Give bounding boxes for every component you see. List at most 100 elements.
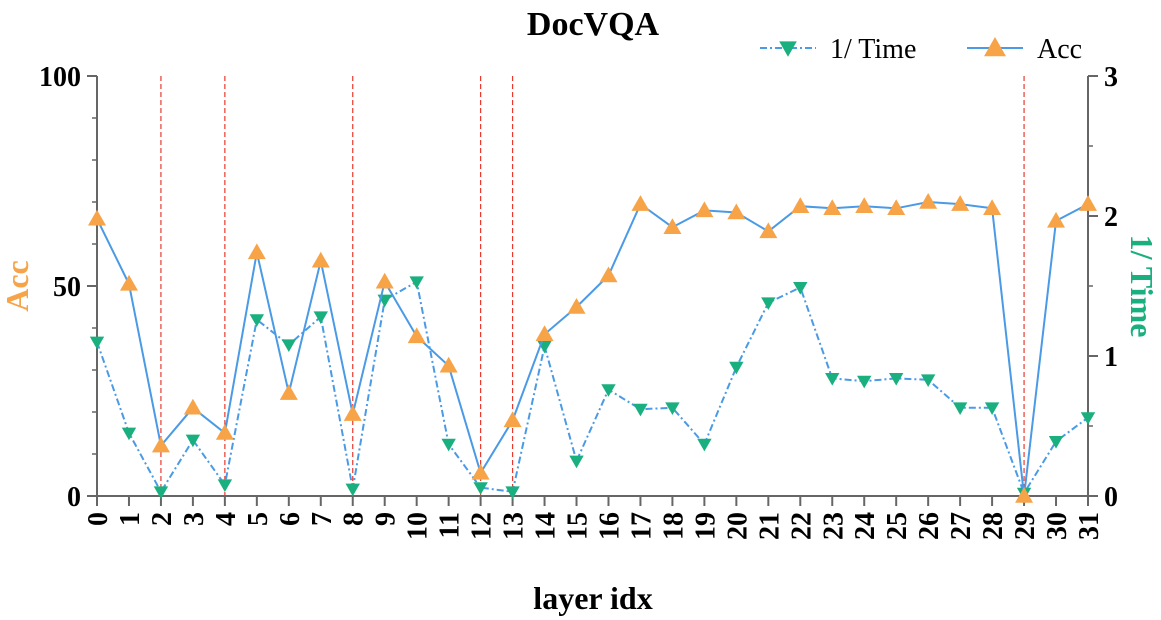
data-point-1-time-17 — [633, 403, 648, 417]
y-right-tick-label: 0 — [1104, 482, 1118, 513]
x-tick-label: 5 — [243, 512, 274, 526]
data-point-1-time-13 — [505, 486, 520, 499]
legend-label-acc: Acc — [1037, 34, 1082, 65]
data-point-acc-29 — [1015, 487, 1034, 503]
series-line-1-time — [96, 280, 1089, 496]
data-point-1-time-27 — [952, 402, 968, 415]
x-tick-label: 7 — [307, 512, 338, 526]
data-point-1-time-26 — [920, 374, 936, 387]
x-tick-label: 10 — [403, 512, 434, 540]
legend-item-acc: Acc — [967, 34, 1082, 65]
data-point-acc-10 — [407, 327, 426, 344]
data-point-1-time-7 — [313, 311, 328, 324]
y-right-tick-label: 1 — [1104, 342, 1118, 373]
data-point-acc-11 — [439, 356, 458, 373]
legend: 1/ Time Acc — [760, 34, 1082, 65]
data-point-acc-0 — [88, 209, 106, 226]
legend-marker-acc — [984, 37, 1006, 57]
x-tick-label: 4 — [211, 512, 242, 526]
data-point-1-time-6 — [281, 339, 297, 352]
data-point-acc-19 — [695, 201, 714, 218]
legend-marker-1-time — [779, 41, 797, 57]
data-point-1-time-4 — [217, 479, 233, 492]
data-point-1-time-0 — [89, 336, 105, 350]
data-point-1-time-21 — [761, 297, 776, 310]
x-tick-label: 9 — [371, 512, 402, 526]
data-point-acc-15 — [567, 298, 586, 314]
data-point-1-time-1 — [121, 427, 137, 441]
data-point-acc-28 — [983, 199, 1002, 216]
y-right-axis-title: 1/ Time — [1124, 235, 1160, 338]
data-point-1-time-10 — [409, 276, 424, 289]
x-tick-label: 11 — [435, 512, 466, 538]
data-point-acc-16 — [599, 266, 618, 283]
x-tick-label: 31 — [1074, 512, 1105, 540]
data-point-acc-3 — [183, 398, 202, 415]
data-point-acc-14 — [535, 325, 554, 342]
legend-label-1-time: 1/ Time — [830, 34, 916, 65]
x-tick-label: 30 — [1042, 512, 1073, 540]
data-point-acc-5 — [247, 243, 266, 260]
data-point-acc-9 — [375, 272, 394, 289]
data-point-acc-13 — [503, 411, 522, 428]
x-tick-label: 14 — [531, 512, 562, 540]
x-tick-label: 8 — [339, 512, 370, 526]
x-tick-label: 28 — [978, 512, 1009, 540]
x-tick-label: 26 — [914, 512, 945, 540]
data-point-acc-8 — [343, 405, 362, 421]
x-tick-label: 18 — [658, 512, 689, 540]
x-tick-label: 21 — [754, 512, 785, 540]
x-tick-label: 2 — [147, 512, 178, 526]
x-tick-label: 3 — [179, 512, 210, 526]
data-point-1-time-24 — [857, 375, 872, 389]
data-point-1-time-20 — [729, 361, 744, 375]
y-right-tick-label: 2 — [1104, 202, 1118, 233]
x-tick-label: 15 — [563, 512, 594, 540]
data-point-1-time-12 — [473, 482, 488, 495]
x-tick-label: 16 — [594, 512, 625, 540]
y-left-tick-label: 0 — [67, 482, 81, 513]
y-right-tick-label: 3 — [1104, 62, 1118, 93]
x-tick-label: 13 — [499, 512, 530, 540]
data-point-1-time-5 — [249, 314, 265, 327]
data-point-1-time-15 — [569, 455, 584, 469]
x-tick-label: 23 — [818, 512, 849, 540]
data-point-acc-1 — [119, 274, 138, 291]
data-point-acc-22 — [791, 197, 810, 213]
data-point-1-time-19 — [697, 438, 712, 452]
x-tick-label: 1 — [115, 512, 146, 526]
data-point-1-time-23 — [825, 373, 840, 386]
data-point-1-time-31 — [1080, 412, 1096, 425]
data-point-acc-27 — [951, 195, 970, 211]
x-tick-label: 27 — [946, 512, 977, 540]
chart-title: DocVQA — [527, 6, 660, 43]
data-point-acc-31 — [1079, 195, 1097, 211]
x-tick-label: 19 — [690, 512, 721, 540]
x-tick-label: 17 — [626, 512, 657, 540]
data-point-1-time-28 — [984, 402, 1000, 415]
data-point-1-time-30 — [1048, 436, 1064, 449]
x-tick-label: 24 — [850, 512, 881, 540]
x-tick-label: 25 — [882, 512, 913, 540]
data-point-acc-21 — [759, 222, 778, 239]
x-tick-label: 20 — [722, 512, 753, 540]
x-tick-label: 0 — [83, 512, 114, 526]
data-point-1-time-8 — [345, 483, 360, 497]
x-tick-label: 22 — [786, 512, 817, 540]
x-axis-title: layer idx — [533, 580, 652, 616]
data-point-1-time-2 — [153, 486, 169, 499]
series-line-acc — [96, 200, 1089, 497]
data-point-1-time-11 — [441, 438, 456, 452]
y-left-axis-title: Acc — [0, 260, 35, 312]
data-point-acc-18 — [663, 218, 682, 234]
data-point-acc-17 — [631, 195, 650, 211]
data-point-acc-2 — [151, 436, 170, 453]
data-point-1-time-22 — [793, 282, 808, 295]
x-tick-label: 12 — [467, 512, 498, 540]
x-tick-label: 6 — [275, 512, 306, 526]
data-point-acc-26 — [919, 193, 938, 209]
data-point-acc-4 — [215, 424, 234, 440]
